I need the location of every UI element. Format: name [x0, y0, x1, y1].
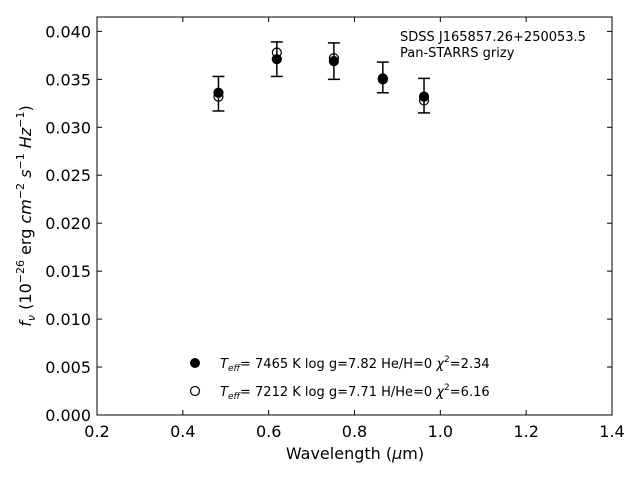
y-tick-label: 0.040: [45, 22, 91, 41]
y-tick-label: 0.010: [45, 310, 91, 329]
legend-2-comp: H/He=0: [381, 385, 432, 400]
y-tick-label: 0.030: [45, 118, 91, 137]
legend-marker-filled: [190, 358, 200, 368]
point-filled: [213, 87, 224, 98]
legend-1-teff: 7465 K: [255, 357, 301, 372]
point-filled: [418, 91, 430, 102]
point-filled: [328, 56, 339, 67]
x-tick-label: 0.6: [256, 422, 281, 441]
y-tick-label: 0.035: [45, 70, 91, 89]
y-tick-label: 0.015: [45, 262, 91, 281]
point-filled: [377, 73, 388, 84]
y-tick-label: 0.020: [45, 214, 91, 233]
x-tick-label: 1.4: [599, 422, 624, 441]
legend-2-chi: =6.16: [450, 385, 490, 400]
x-tick-label: 1.0: [428, 422, 453, 441]
x-axis-label: Wavelength (μm): [286, 444, 424, 463]
legend-1-comp: He/H=0: [381, 357, 432, 372]
annotation-survey: Pan-STARRS grizy: [400, 46, 515, 61]
legend-marker-open: [189, 385, 201, 397]
plot-frame: [96, 16, 613, 416]
ticks-layer: 0.2 0.4 0.6 0.8 1.0 1.2 1.4 0.000 0.005 0.010 0.01…: [45, 17, 625, 441]
annotation-object-name: SDSS J165857.26+250053.5: [400, 30, 586, 45]
errorbar-layer: [212, 41, 431, 114]
y-tick-label: 0.025: [45, 166, 91, 185]
y-tick-label: 0.005: [45, 358, 91, 377]
x-tick-label: 0.2: [84, 422, 109, 441]
legend: Teff= 7465 K log g=7.82 He/H=0 χ2=2.34 T…: [189, 355, 490, 402]
y-axis-label: fν (10−26 erg cm−2 s−1 Hz−1): [14, 105, 38, 326]
x-tick-label: 0.8: [342, 422, 367, 441]
x-tick-label: 1.2: [513, 422, 538, 441]
legend-entry-2: Teff= 7212 K log g=7.71 H/He=0 χ2=6.16: [220, 383, 490, 402]
legend-2-teff: 7212 K: [255, 385, 301, 400]
legend-1-chi: =2.34: [450, 357, 490, 372]
y-tick-label: 0.000: [45, 406, 91, 425]
legend-2-logg: log g=7.71: [305, 385, 377, 400]
x-tick-label: 0.4: [170, 422, 195, 441]
legend-1-logg: log g=7.82: [305, 357, 377, 372]
point-filled: [271, 54, 282, 65]
legend-entry-1: Teff= 7465 K log g=7.82 He/H=0 χ2=2.34: [220, 355, 490, 374]
marker-layer: [213, 47, 430, 106]
